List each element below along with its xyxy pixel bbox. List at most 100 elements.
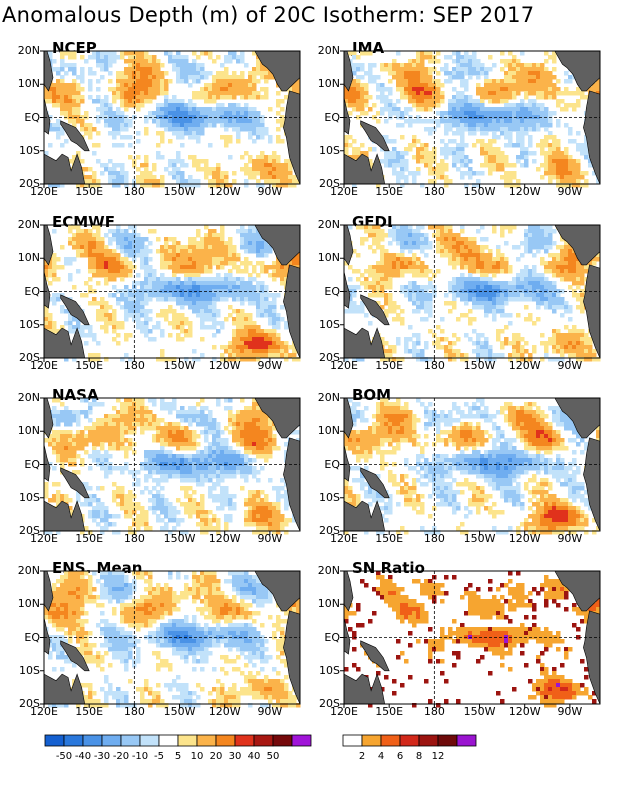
field-cell: [420, 103, 425, 108]
field-cell: [464, 99, 469, 104]
field-cell: [392, 301, 397, 306]
field-cell: [484, 293, 489, 298]
field-cell: [140, 313, 145, 318]
field-cell: [56, 119, 61, 124]
field-cell: [428, 99, 433, 104]
field-cell: [228, 237, 233, 242]
field-cell: [184, 127, 189, 132]
field-cell: [452, 99, 457, 104]
field-cell: [220, 135, 225, 140]
field-cell: [424, 163, 429, 168]
field-cell: [388, 107, 393, 112]
field-cell: [448, 139, 453, 144]
field-cell: [276, 349, 281, 354]
field-cell: [396, 253, 401, 258]
field-cell: [552, 135, 557, 140]
field-cell: [272, 167, 277, 172]
field-cell: [164, 293, 169, 298]
field-cell: [212, 249, 217, 254]
field-cell: [140, 99, 145, 104]
field-cell: [480, 257, 485, 262]
field-cell: [380, 277, 385, 282]
field-cell: [248, 233, 253, 238]
field-cell: [96, 107, 101, 112]
field-cell: [144, 333, 149, 338]
field-cell: [248, 317, 253, 322]
field-cell: [112, 269, 117, 274]
field-cell: [112, 59, 117, 64]
field-cell: [200, 95, 205, 100]
field-cell: [84, 233, 89, 238]
field-cell: [124, 67, 129, 72]
field-cell: [472, 341, 477, 346]
field-cell: [548, 135, 553, 140]
field-cell: [240, 127, 245, 132]
field-cell: [528, 151, 533, 156]
field-cell: [388, 71, 393, 76]
field-cell: [228, 79, 233, 84]
field-cell: [136, 321, 141, 326]
field-cell: [440, 163, 445, 168]
field-cell: [496, 99, 501, 104]
field-cell: [444, 237, 449, 242]
field-cell: [160, 289, 165, 294]
field-cell: [228, 51, 233, 56]
field-cell: [400, 171, 405, 176]
field-cell: [352, 67, 357, 72]
field-cell: [172, 59, 177, 64]
field-cell: [584, 151, 589, 156]
field-cell: [200, 159, 205, 164]
field-cell: [128, 297, 133, 302]
field-cell: [68, 55, 73, 60]
field-cell: [400, 155, 405, 160]
field-cell: [364, 277, 369, 282]
field-cell: [52, 103, 57, 108]
field-cell: [216, 233, 221, 238]
field-cell: [392, 147, 397, 152]
field-cell: [444, 175, 449, 180]
field-cell: [576, 131, 581, 136]
field-cell: [140, 83, 145, 88]
field-cell: [368, 95, 373, 100]
field-cell: [380, 281, 385, 286]
field-cell: [52, 127, 57, 132]
field-cell: [268, 301, 273, 306]
field-cell: [248, 321, 253, 326]
field-cell: [348, 87, 353, 92]
field-cell: [396, 337, 401, 342]
field-cell: [552, 257, 557, 262]
field-cell: [212, 95, 217, 100]
field-cell: [460, 131, 465, 136]
field-cell: [196, 245, 201, 250]
y-tick-label: 10N: [17, 251, 40, 265]
field-cell: [252, 119, 257, 124]
field-cell: [156, 289, 161, 294]
field-cell: [408, 265, 413, 270]
field-cell: [244, 349, 249, 354]
field-cell: [272, 333, 277, 338]
field-cell: [564, 241, 569, 246]
field-cell: [516, 59, 521, 64]
field-cell: [160, 293, 165, 298]
field-cell: [156, 237, 161, 242]
field-cell: [252, 337, 257, 342]
field-cell: [472, 55, 477, 60]
field-cell: [372, 233, 377, 238]
field-cell: [124, 91, 129, 96]
field-cell: [116, 253, 121, 258]
field-cell: [200, 167, 205, 172]
field-cell: [96, 87, 101, 92]
field-cell: [512, 55, 517, 60]
field-cell: [120, 75, 125, 80]
field-cell: [172, 325, 177, 330]
field-cell: [168, 261, 173, 266]
field-cell: [144, 321, 149, 326]
field-cell: [180, 265, 185, 270]
field-cell: [480, 63, 485, 68]
field-cell: [112, 91, 117, 96]
field-cell: [368, 51, 373, 56]
field-cell: [104, 261, 109, 266]
field-cell: [504, 163, 509, 168]
field-cell: [472, 265, 477, 270]
field-cell: [172, 257, 177, 262]
